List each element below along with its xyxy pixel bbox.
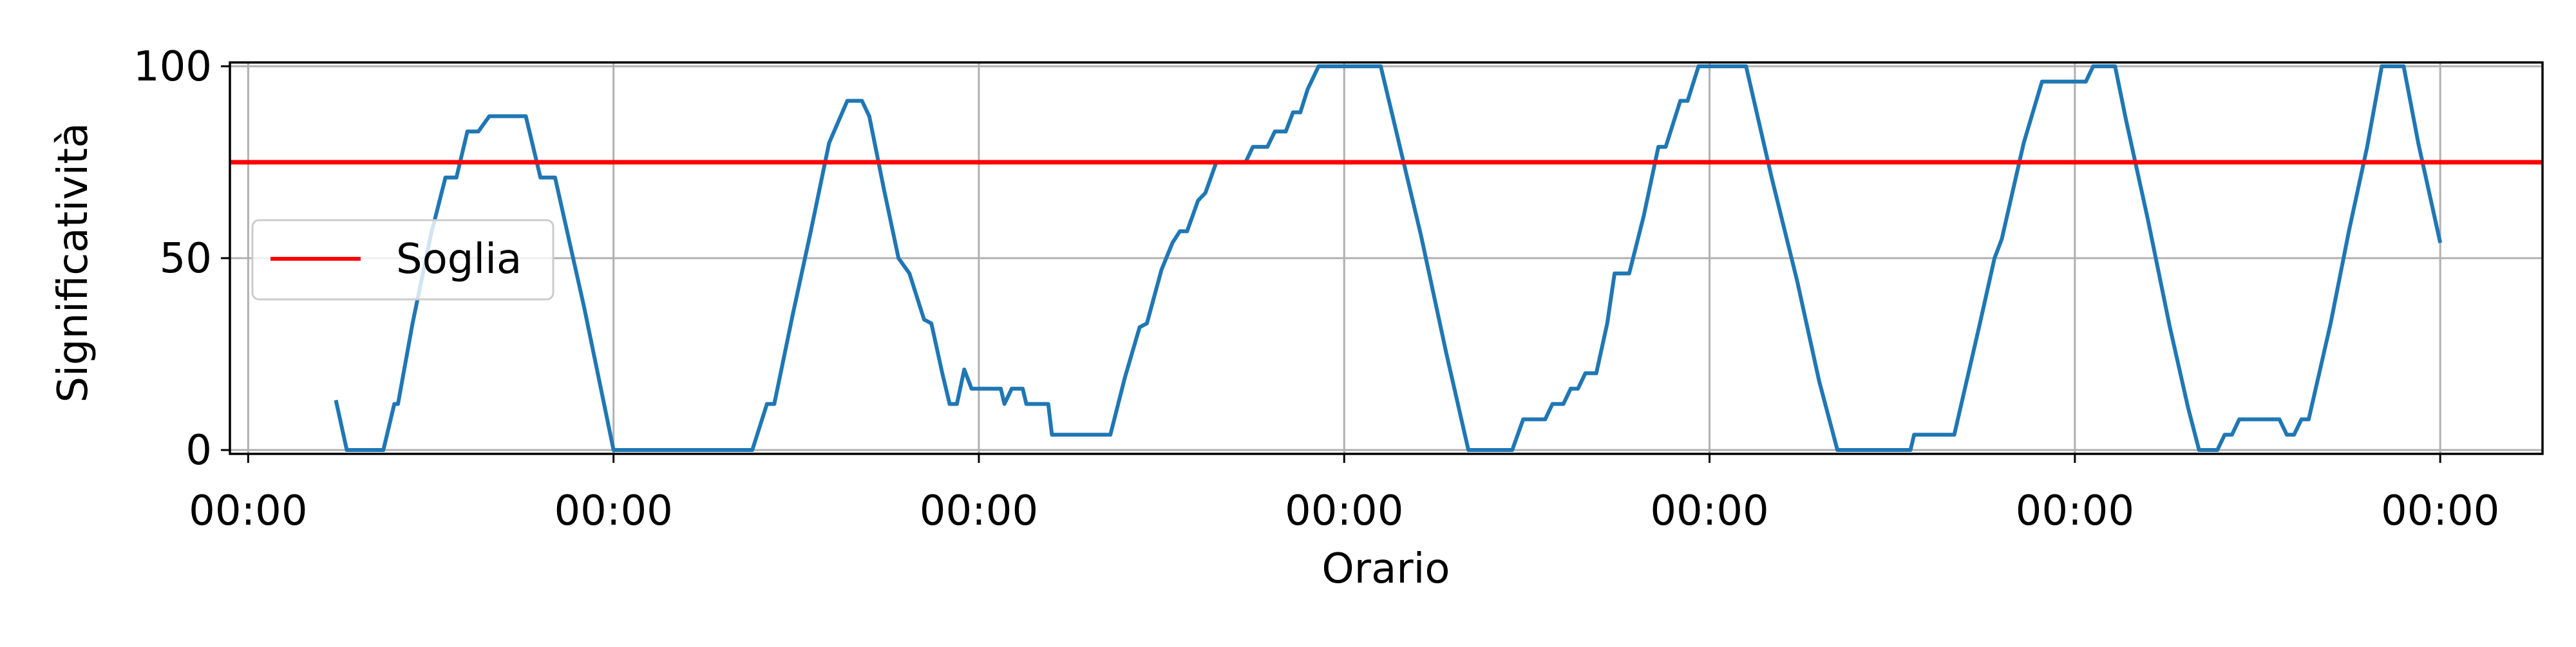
x-tick-label: 00:00 (554, 487, 672, 535)
x-tick-label: 00:00 (1650, 487, 1768, 535)
ticks-layer: 00:00 00:00 00:00 00:00 00:00 00:00 00:00 0 50 10… (133, 43, 2500, 535)
y-tick-label: 100 (133, 43, 212, 91)
x-axis-label: Orario (1321, 545, 1450, 593)
legend-label-soglia: Soglia (396, 236, 522, 283)
significance-line (334, 64, 2443, 452)
y-tick-label: 0 (185, 427, 212, 474)
x-tick-label: 00:00 (189, 487, 307, 535)
legend: Soglia (251, 219, 554, 301)
y-axis-label: Significatività (50, 123, 97, 403)
x-tick-label: 00:00 (2016, 487, 2134, 535)
legend-box (251, 219, 554, 301)
x-tick-label: 00:00 (2381, 487, 2499, 535)
series-layer (230, 64, 2543, 452)
x-tick-label: 00:00 (920, 487, 1038, 535)
grid-layer (230, 62, 2543, 454)
x-tick-label: 00:00 (1285, 487, 1403, 535)
y-tick-label: 50 (160, 235, 212, 283)
